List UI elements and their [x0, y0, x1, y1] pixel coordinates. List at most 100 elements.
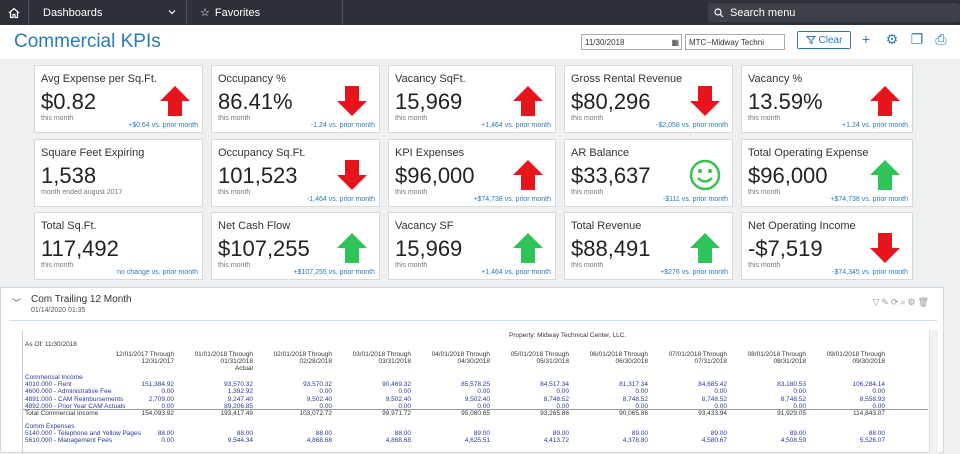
report-cell[interactable]: 4,508.59 — [780, 437, 806, 445]
report-cell[interactable]: 4,378.80 — [622, 437, 648, 445]
kpi-card[interactable]: Vacancy SqFt. 15,969 this month +1,464 vs. … — [388, 65, 556, 133]
kpi-card[interactable]: Square Feet Expiring 1,538 month ended aug… — [34, 139, 203, 207]
report-cell[interactable]: 8,748.52 — [543, 395, 569, 403]
collapse-chevron-icon[interactable]: ﹀ — [12, 298, 22, 308]
report-cell[interactable]: 9,502.40 — [306, 395, 332, 403]
gear-icon[interactable]: ⚙ — [907, 297, 918, 307]
filter-icon[interactable]: ▽ — [872, 297, 882, 307]
report-cell[interactable]: 89.00 — [789, 430, 806, 438]
report-cell[interactable]: 4,625.51 — [464, 437, 490, 445]
report-cell[interactable]: 4,580.67 — [701, 437, 727, 445]
kpi-card[interactable]: Occupancy Sq.Ft. 101,523 this month -1,464 … — [211, 139, 380, 207]
report-row-label[interactable]: 4892.000 - Prior Year CAM Actuals — [25, 402, 126, 410]
report-row-label[interactable]: 4891.000 - CAM Reimbursements — [25, 395, 124, 403]
report-row-label[interactable]: 5140.000 - Telephone and Yellow Pages — [25, 430, 141, 438]
report-cell[interactable]: 89.00 — [631, 430, 648, 438]
report-cell[interactable]: 0.00 — [714, 402, 727, 410]
edit-icon[interactable]: ✎ — [881, 297, 891, 307]
kpi-card[interactable]: Vacancy % 13.59% this month +1.24 vs. prior… — [741, 65, 913, 133]
kpi-card[interactable]: Vacancy SF 15,969 this month +1,464 vs. pri… — [388, 212, 556, 280]
report-cell[interactable]: 88.00 — [394, 430, 411, 438]
add-icon[interactable]: + — [861, 31, 871, 47]
report-cell[interactable]: 0.00 — [793, 388, 806, 396]
report-cell[interactable]: 0.00 — [793, 402, 806, 410]
report-cell[interactable]: 0.00 — [872, 388, 885, 396]
property-select[interactable]: MTC--Midway Techni — [685, 34, 785, 50]
report-cell[interactable]: 8,748.52 — [701, 395, 727, 403]
report-cell[interactable]: 9,502.40 — [385, 395, 411, 403]
copy-icon[interactable]: ❐ — [910, 31, 924, 47]
report-cell[interactable]: 81,317.34 — [619, 381, 648, 389]
kpi-card[interactable]: Total Sq.Ft. 117,492 this month no change v… — [34, 212, 203, 280]
clear-filter-button[interactable]: Clear — [797, 31, 851, 49]
kpi-card[interactable]: Total Operating Expense $96,000 this month… — [741, 139, 913, 207]
report-scrollbar[interactable] — [929, 330, 938, 454]
report-cell[interactable]: 88.00 — [236, 430, 253, 438]
report-cell[interactable]: 89,206.85 — [224, 402, 253, 410]
report-row-label[interactable]: 4600.000 - Administrative Fee — [25, 388, 112, 396]
report-cell[interactable]: 0.00 — [398, 402, 411, 410]
kpi-card[interactable]: Occupancy % 86.41% this month -1.24 vs. pri… — [211, 65, 380, 133]
report-cell[interactable]: 0.00 — [556, 402, 569, 410]
report-cell[interactable]: 85,578.25 — [461, 381, 490, 389]
report-cell[interactable]: 84,517.34 — [540, 381, 569, 389]
report-cell[interactable]: 151,384.92 — [141, 381, 174, 389]
report-cell[interactable]: 88.00 — [315, 430, 332, 438]
report-cell[interactable]: 2,709.00 — [148, 395, 174, 403]
report-cell[interactable]: 0.00 — [635, 402, 648, 410]
kpi-card[interactable]: AR Balance $33,637 this month -$111 vs. pri… — [564, 139, 733, 207]
report-cell[interactable]: 0.00 — [398, 388, 411, 396]
report-cell[interactable]: 0.00 — [319, 388, 332, 396]
report-cell[interactable]: 4,413.72 — [543, 437, 569, 445]
calendar-icon[interactable]: ▦ — [671, 38, 679, 47]
kpi-card[interactable]: Gross Rental Revenue $80,296 this month -$2… — [564, 65, 733, 133]
report-cell[interactable]: 4,868.68 — [385, 437, 411, 445]
date-picker[interactable]: 11/30/2018 ▦ — [581, 34, 682, 50]
favorites-menu[interactable]: ☆ Favorites — [188, 0, 343, 25]
report-cell[interactable]: 106,284.14 — [852, 381, 885, 389]
report-cell[interactable]: 0.00 — [161, 437, 174, 445]
report-cell[interactable]: 4,868.68 — [306, 437, 332, 445]
report-cell[interactable]: 0.00 — [161, 388, 174, 396]
report-cell[interactable]: 0.00 — [556, 388, 569, 396]
kpi-card[interactable]: Avg Expense per Sq.Ft. $0.82 this month +$0… — [34, 65, 203, 133]
report-cell[interactable]: 9,544.34 — [227, 437, 253, 445]
report-cell[interactable]: 0.00 — [477, 388, 490, 396]
report-cell[interactable]: 84,685.42 — [698, 381, 727, 389]
report-cell[interactable]: 8,558.93 — [859, 395, 885, 403]
report-cell[interactable]: 88.00 — [157, 430, 174, 438]
report-cell[interactable]: 9,502.40 — [464, 395, 490, 403]
report-cell[interactable]: 0.00 — [714, 388, 727, 396]
report-cell[interactable]: 5,526.07 — [859, 437, 885, 445]
trash-icon[interactable]: 🗑 — [917, 297, 931, 307]
search-menu-input[interactable]: Search menu — [708, 3, 960, 22]
report-cell[interactable]: 8,748.52 — [780, 395, 806, 403]
report-row-label[interactable]: 5610.000 - Management Fees — [25, 437, 113, 445]
report-cell[interactable]: 0.00 — [872, 402, 885, 410]
search-icon[interactable]: ⌕ — [900, 297, 908, 307]
report-cell[interactable]: 1,392.92 — [227, 388, 253, 396]
kpi-card[interactable]: KPI Expenses $96,000 this month +$74,738 vs… — [388, 139, 556, 207]
report-cell[interactable]: 0.00 — [319, 402, 332, 410]
report-row-label[interactable]: 4010.000 - Rent — [25, 381, 72, 389]
report-cell[interactable]: 89.00 — [473, 430, 490, 438]
kpi-card[interactable]: Total Revenue $88,491 this month +$276 vs. … — [564, 212, 733, 280]
home-button[interactable] — [0, 0, 29, 25]
dashboards-menu[interactable]: Dashboards — [29, 0, 187, 25]
report-cell[interactable]: 0.00 — [161, 402, 174, 410]
report-cell[interactable]: 93,570.32 — [303, 381, 332, 389]
report-cell[interactable]: 90,469.32 — [382, 381, 411, 389]
report-cell[interactable]: 89.00 — [710, 430, 727, 438]
kpi-card[interactable]: Net Operating Income -$7,519 this month -$7… — [741, 212, 913, 280]
gear-icon[interactable]: ⚙ — [885, 31, 899, 47]
report-cell[interactable]: 8,748.52 — [622, 395, 648, 403]
print-icon[interactable]: ⎙ — [935, 31, 947, 47]
kpi-card[interactable]: Net Cash Flow $107,255 this month +$107,255… — [211, 212, 380, 280]
report-cell[interactable]: 9,247.40 — [227, 395, 253, 403]
report-cell[interactable]: 93,570.32 — [224, 381, 253, 389]
report-cell[interactable]: 83,180.53 — [777, 381, 806, 389]
report-cell[interactable]: 88.00 — [868, 430, 885, 438]
report-cell[interactable]: 89.00 — [552, 430, 569, 438]
report-cell[interactable]: 0.00 — [635, 388, 648, 396]
refresh-icon[interactable]: ⟳ — [890, 297, 901, 307]
